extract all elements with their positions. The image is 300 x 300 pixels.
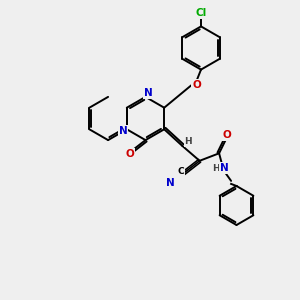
Text: N: N (220, 163, 229, 173)
Text: C: C (177, 167, 184, 176)
Text: O: O (192, 80, 201, 90)
Text: N: N (119, 126, 128, 136)
Text: N: N (167, 178, 175, 188)
Text: H: H (184, 137, 192, 146)
Text: H: H (212, 164, 219, 173)
Text: N: N (143, 88, 152, 98)
Text: Cl: Cl (195, 8, 207, 18)
Text: O: O (223, 130, 232, 140)
Text: O: O (125, 149, 134, 159)
